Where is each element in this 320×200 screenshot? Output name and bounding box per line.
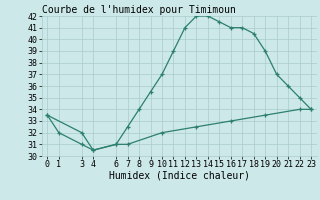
X-axis label: Humidex (Indice chaleur): Humidex (Indice chaleur) bbox=[109, 171, 250, 181]
Text: Courbe de l'humidex pour Timimoun: Courbe de l'humidex pour Timimoun bbox=[42, 5, 236, 15]
